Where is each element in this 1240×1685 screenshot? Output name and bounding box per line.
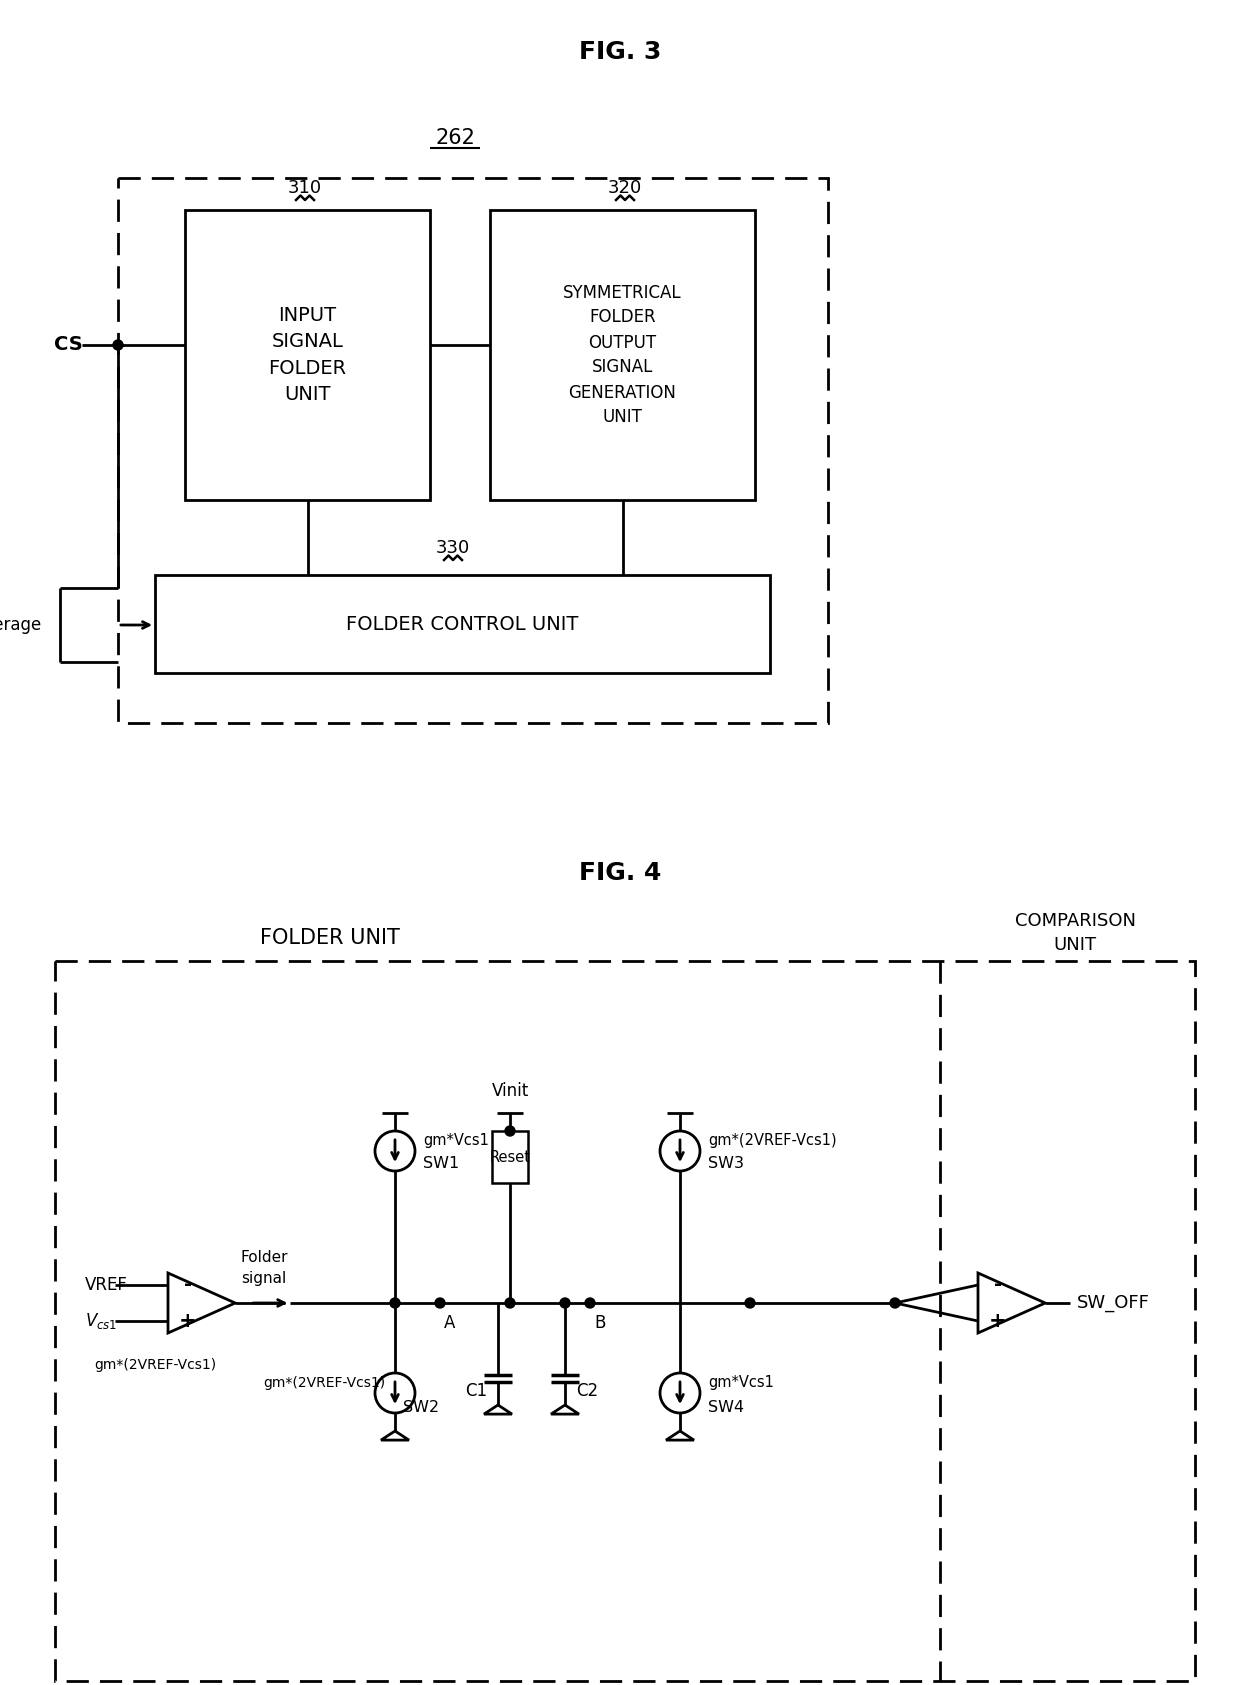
Text: +: + [990,1311,1007,1331]
Text: FOLDER CONTROL UNIT: FOLDER CONTROL UNIT [346,615,579,634]
Text: C1: C1 [465,1382,487,1400]
Text: INPUT
SIGNAL
FOLDER
UNIT: INPUT SIGNAL FOLDER UNIT [268,305,346,404]
Text: B: B [594,1314,605,1333]
Text: COMPARISON
UNIT: COMPARISON UNIT [1014,912,1136,954]
Circle shape [560,1297,570,1308]
Text: FOLDER UNIT: FOLDER UNIT [260,928,401,949]
Text: gm*Vcs1: gm*Vcs1 [708,1375,774,1390]
FancyBboxPatch shape [155,575,770,672]
Text: VREF: VREF [86,1276,128,1294]
Text: -: - [994,1276,1002,1294]
Circle shape [505,1297,515,1308]
Text: SW4: SW4 [708,1400,744,1414]
FancyBboxPatch shape [492,1131,528,1183]
Text: C2: C2 [575,1382,598,1400]
Circle shape [435,1297,445,1308]
Text: SYMMETRICAL
FOLDER
OUTPUT
SIGNAL
GENERATION
UNIT: SYMMETRICAL FOLDER OUTPUT SIGNAL GENERAT… [563,283,682,426]
Circle shape [745,1297,755,1308]
Text: $V_{cs1}$: $V_{cs1}$ [86,1311,118,1331]
Text: CS: CS [53,335,82,354]
Text: FIG. 4: FIG. 4 [579,861,661,885]
Text: Average: Average [0,617,42,634]
Text: SW3: SW3 [708,1156,744,1171]
Text: FIG. 3: FIG. 3 [579,40,661,64]
FancyBboxPatch shape [490,211,755,500]
Circle shape [113,340,123,350]
Text: Folder
signal: Folder signal [241,1250,288,1286]
Circle shape [505,1126,515,1136]
FancyBboxPatch shape [185,211,430,500]
Text: Vinit: Vinit [491,1082,528,1100]
Text: 330: 330 [436,539,470,558]
Text: gm*(2VREF-Vcs1): gm*(2VREF-Vcs1) [94,1358,216,1372]
Circle shape [585,1297,595,1308]
Text: gm*Vcs1: gm*Vcs1 [423,1134,489,1149]
Text: gm*(2VREF-Vcs1): gm*(2VREF-Vcs1) [708,1134,837,1149]
Text: SW_OFF: SW_OFF [1078,1294,1149,1313]
Text: 262: 262 [435,128,475,148]
Circle shape [391,1297,401,1308]
Text: Reset: Reset [490,1149,531,1164]
Text: 320: 320 [608,179,642,197]
Text: SW1: SW1 [423,1156,459,1171]
Text: SW2: SW2 [403,1400,439,1414]
Text: +: + [180,1311,197,1331]
Text: 310: 310 [288,179,322,197]
Text: A: A [444,1314,455,1333]
Text: -: - [184,1276,192,1294]
Circle shape [890,1297,900,1308]
Text: gm*(2VREF-Vcs1): gm*(2VREF-Vcs1) [263,1377,384,1390]
